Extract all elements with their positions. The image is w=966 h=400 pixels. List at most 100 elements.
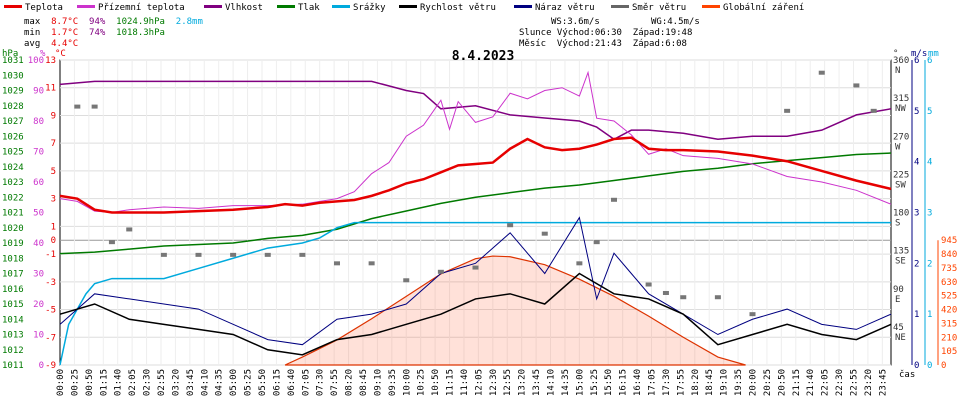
x-tick-label: 15:50 — [604, 369, 614, 396]
wind-direction-point — [160, 252, 167, 257]
wind-direction-point — [853, 83, 860, 88]
series-vlhkost — [59, 80, 892, 141]
wind-tick: 1 — [914, 310, 919, 320]
temperature-tick: 13 — [45, 56, 56, 66]
x-tick-label: 00:00 — [56, 369, 66, 396]
x-tick-label: 00:50 — [85, 369, 95, 396]
x-tick-label: 15:25 — [590, 369, 600, 396]
x-tick-label: 06:40 — [287, 369, 297, 396]
pressure-tick: 1020 — [2, 224, 24, 234]
temperature-tick: -1 — [45, 250, 56, 260]
x-tick-label: 05:50 — [258, 369, 268, 396]
x-tick-label: 18:45 — [705, 369, 715, 396]
direction-label: E — [895, 295, 900, 305]
wind-direction-point — [437, 269, 444, 274]
pressure-tick: 1025 — [2, 148, 24, 158]
legend-label: Tlak — [298, 3, 320, 13]
x-tick-label: 07:55 — [330, 369, 340, 396]
rain-tick: 1 — [927, 310, 932, 320]
direction-tick: 225 — [893, 170, 909, 180]
x-tick-label: 04:10 — [200, 369, 210, 396]
wind-direction-point — [662, 290, 669, 295]
x-tick-label: 16:40 — [633, 369, 643, 396]
wind-direction-point — [611, 197, 617, 202]
pressure-tick: 1017 — [2, 270, 24, 280]
x-tick-label: 03:45 — [186, 369, 196, 396]
max-label: max — [24, 17, 41, 27]
legend-swatch — [332, 5, 350, 8]
avg-label: avg — [24, 39, 41, 49]
legend-label: Teplota — [25, 3, 63, 13]
pressure-tick: 1028 — [2, 102, 24, 112]
radiation-tick: 945 — [941, 236, 957, 246]
legend-swatch — [4, 5, 22, 8]
pressure-tick: 1015 — [2, 300, 24, 310]
x-tick-label: 05:25 — [244, 369, 254, 396]
temperature-tick: -5 — [45, 306, 56, 316]
humidity-tick: 90 — [33, 87, 44, 97]
x-tick-label: 18:20 — [691, 369, 701, 396]
legend-swatch — [514, 5, 532, 8]
direction-label: NW — [895, 104, 906, 114]
temperature-tick: 3 — [51, 195, 56, 205]
x-tick-label: 08:20 — [345, 369, 355, 396]
legend-item: Tlak — [277, 3, 320, 13]
series-rychlost-vetru — [59, 272, 892, 356]
wind-direction-point — [680, 295, 687, 300]
x-tick-label: 20:25 — [763, 369, 773, 396]
direction-label: S — [895, 219, 900, 229]
x-tick-label: 16:15 — [619, 369, 629, 396]
min-label: min — [24, 28, 41, 38]
legend-label: Přízemní teplota — [98, 3, 185, 13]
radiation-tick: 840 — [941, 250, 957, 260]
legend-swatch — [277, 5, 295, 8]
x-tick-label: 10:25 — [417, 369, 427, 396]
rain-tick: 2 — [927, 259, 932, 269]
wind-direction-point — [507, 223, 514, 228]
wind-tick: 6 — [914, 56, 919, 66]
pressure-tick: 1018 — [2, 254, 24, 264]
temperature-tick: 5 — [51, 167, 56, 177]
pressure-tick: 1012 — [2, 346, 24, 356]
direction-tick: 45 — [893, 323, 904, 333]
humidity-tick: 80 — [33, 117, 44, 127]
humidity-tick: 50 — [33, 209, 44, 219]
radiation-tick: 420 — [941, 306, 957, 316]
max-temp: 8.7°C — [51, 17, 79, 27]
rain-tick: 6 — [927, 56, 932, 66]
legend-swatch — [702, 5, 720, 8]
x-tick-label: 23:45 — [878, 369, 888, 396]
series-teplota — [59, 136, 892, 214]
max-pressure: 1024.9hPa — [116, 17, 165, 27]
wind-direction-point — [403, 278, 410, 283]
x-tick-label: 19:10 — [720, 369, 730, 396]
min-pressure: 1018.3hPa — [116, 28, 165, 38]
radiation-tick: 0 — [941, 361, 946, 371]
humidity-tick: 10 — [33, 331, 44, 341]
x-tick-label: 20:50 — [777, 369, 787, 396]
pressure-tick: 1024 — [2, 163, 24, 173]
x-tick-label: 12:05 — [474, 369, 484, 396]
avg-temp: 4.4°C — [51, 39, 79, 49]
temperature-tick: 11 — [45, 84, 56, 94]
x-tick-label: 05:00 — [229, 369, 239, 396]
pressure-tick: 1023 — [2, 178, 24, 188]
max-humidity: 94% — [89, 17, 106, 27]
x-tick-label: 08:45 — [359, 369, 369, 396]
x-tick-label: 06:15 — [272, 369, 282, 396]
x-tick-label: 12:55 — [503, 369, 513, 396]
x-tick-label: 02:30 — [143, 369, 153, 396]
legend-swatch — [77, 5, 95, 8]
max-rain: 2.8mm — [175, 17, 203, 27]
x-tick-label: 13:20 — [518, 369, 528, 396]
x-tick-label: 11:40 — [460, 369, 470, 396]
temperature-tick: -3 — [45, 278, 56, 288]
x-tick-label: 21:40 — [806, 369, 816, 396]
temperature-tick: 9 — [51, 111, 56, 121]
wind-direction-point — [645, 282, 652, 287]
right-axis-unit: ° — [893, 49, 898, 59]
legend-label: Rychlost větru — [420, 3, 496, 13]
wind-direction-point — [264, 252, 271, 257]
direction-tick: 360 — [893, 56, 909, 66]
